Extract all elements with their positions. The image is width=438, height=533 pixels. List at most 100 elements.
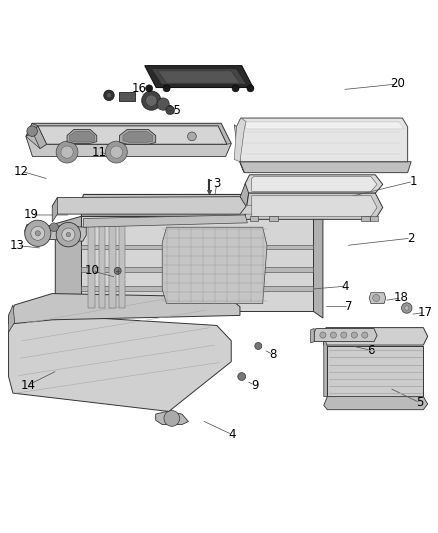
Polygon shape xyxy=(237,118,408,161)
Polygon shape xyxy=(88,221,95,308)
Polygon shape xyxy=(269,216,278,221)
Text: 8: 8 xyxy=(269,348,277,361)
Text: 12: 12 xyxy=(14,165,29,178)
Circle shape xyxy=(35,231,40,236)
Polygon shape xyxy=(9,305,14,332)
Text: 18: 18 xyxy=(394,292,409,304)
Text: 7: 7 xyxy=(345,300,353,313)
Circle shape xyxy=(56,222,81,247)
Circle shape xyxy=(114,268,121,274)
Circle shape xyxy=(373,294,380,302)
Circle shape xyxy=(49,223,58,231)
Polygon shape xyxy=(26,136,231,157)
Circle shape xyxy=(61,146,73,158)
Polygon shape xyxy=(370,216,378,221)
Circle shape xyxy=(66,232,71,237)
Text: 14: 14 xyxy=(20,379,35,392)
Polygon shape xyxy=(25,224,86,241)
Polygon shape xyxy=(324,335,327,397)
Polygon shape xyxy=(252,176,377,191)
Circle shape xyxy=(62,228,75,241)
Polygon shape xyxy=(162,227,267,304)
Text: 10: 10 xyxy=(85,264,100,277)
Circle shape xyxy=(56,141,78,163)
Polygon shape xyxy=(84,205,311,214)
Polygon shape xyxy=(234,125,244,173)
Polygon shape xyxy=(324,397,427,410)
Text: 9: 9 xyxy=(251,379,258,392)
Polygon shape xyxy=(81,286,313,290)
Circle shape xyxy=(157,98,169,110)
Circle shape xyxy=(31,227,45,240)
Circle shape xyxy=(330,332,336,338)
Circle shape xyxy=(247,85,254,92)
Polygon shape xyxy=(38,126,227,144)
Circle shape xyxy=(187,132,196,141)
Text: 19: 19 xyxy=(24,208,39,222)
Circle shape xyxy=(106,141,127,163)
Circle shape xyxy=(146,85,152,92)
Text: 17: 17 xyxy=(417,306,433,319)
Polygon shape xyxy=(81,216,313,311)
Polygon shape xyxy=(70,131,95,142)
Polygon shape xyxy=(99,221,106,308)
Circle shape xyxy=(351,332,357,338)
Circle shape xyxy=(110,146,123,158)
Circle shape xyxy=(146,95,157,106)
Polygon shape xyxy=(361,216,370,221)
Polygon shape xyxy=(314,328,377,342)
Polygon shape xyxy=(145,66,253,87)
Circle shape xyxy=(142,91,161,110)
Text: 13: 13 xyxy=(10,239,25,252)
Text: 4: 4 xyxy=(228,428,236,441)
Polygon shape xyxy=(250,216,258,221)
Circle shape xyxy=(25,220,51,246)
Polygon shape xyxy=(155,411,188,425)
Polygon shape xyxy=(84,215,247,227)
Polygon shape xyxy=(327,346,424,397)
Polygon shape xyxy=(240,161,411,173)
Polygon shape xyxy=(109,221,116,308)
Polygon shape xyxy=(55,216,81,320)
Text: 1: 1 xyxy=(410,175,417,188)
Polygon shape xyxy=(311,328,314,343)
Polygon shape xyxy=(81,268,313,272)
Text: 3: 3 xyxy=(213,177,220,190)
Circle shape xyxy=(405,306,409,310)
Circle shape xyxy=(164,410,180,426)
Polygon shape xyxy=(120,92,135,101)
Polygon shape xyxy=(369,293,386,304)
Polygon shape xyxy=(119,221,125,308)
Polygon shape xyxy=(9,314,231,411)
Polygon shape xyxy=(52,198,57,222)
Circle shape xyxy=(362,332,368,338)
Circle shape xyxy=(104,90,114,101)
Polygon shape xyxy=(151,69,247,84)
Polygon shape xyxy=(26,123,231,157)
Text: 20: 20 xyxy=(390,77,405,91)
Polygon shape xyxy=(252,196,377,216)
Text: 15: 15 xyxy=(167,104,182,117)
Polygon shape xyxy=(234,118,246,161)
Circle shape xyxy=(232,85,239,92)
Polygon shape xyxy=(120,130,155,144)
Text: 4: 4 xyxy=(342,280,350,293)
Polygon shape xyxy=(244,122,404,129)
Polygon shape xyxy=(245,193,383,220)
Polygon shape xyxy=(81,195,323,216)
Polygon shape xyxy=(324,328,427,345)
Text: 2: 2 xyxy=(407,232,415,245)
Circle shape xyxy=(163,85,170,92)
Text: 11: 11 xyxy=(92,146,106,159)
Circle shape xyxy=(106,93,112,98)
Text: 5: 5 xyxy=(416,396,424,409)
Polygon shape xyxy=(123,131,152,142)
Circle shape xyxy=(238,373,246,381)
Polygon shape xyxy=(32,126,46,149)
Polygon shape xyxy=(240,183,249,216)
Polygon shape xyxy=(81,245,313,249)
Circle shape xyxy=(166,106,174,115)
Text: 6: 6 xyxy=(367,344,374,357)
Text: 16: 16 xyxy=(132,82,147,95)
Circle shape xyxy=(320,332,326,338)
